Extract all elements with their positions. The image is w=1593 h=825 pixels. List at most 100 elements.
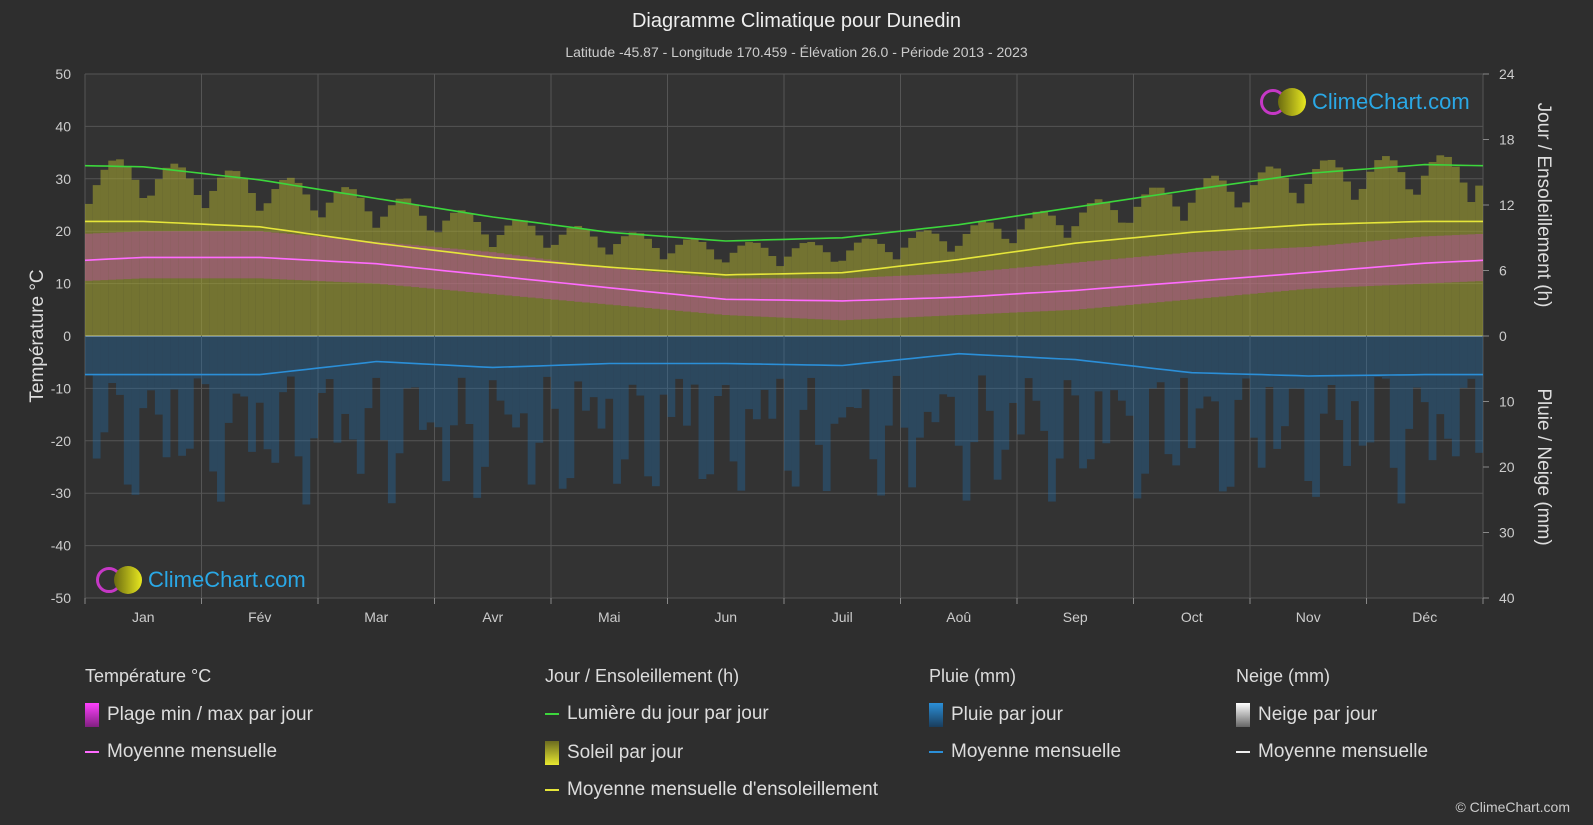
temp-range-bar (1389, 239, 1398, 285)
rain-bar (1413, 336, 1421, 388)
x-tick-label: Fév (248, 609, 271, 625)
sun-bar (760, 247, 769, 336)
y-left-tick-label: 10 (55, 276, 71, 292)
sun-bar (1172, 206, 1181, 336)
temp-range-bar (978, 271, 986, 314)
temp-range-bar (1420, 236, 1429, 284)
temp-range-bar (1366, 241, 1375, 287)
rain-bar (519, 336, 528, 414)
sun-bar (799, 243, 808, 336)
temp-range-bar (294, 234, 303, 281)
sun-bar (877, 243, 885, 336)
sun-bar (1327, 159, 1336, 336)
sun-bar (302, 194, 311, 336)
y-right-bottom-axis-title: Pluie / Neige (mm) (1533, 388, 1554, 545)
sun-bar (939, 241, 948, 336)
rain-bar (1133, 336, 1142, 499)
sun-bar (380, 216, 388, 336)
rain-bar (512, 336, 520, 428)
y-right-tick-label: 6 (1499, 263, 1507, 279)
sun-bar (908, 237, 917, 336)
y-left-tick-label: -30 (51, 485, 71, 501)
sun-bar (1304, 183, 1313, 336)
temp-range-bar (1102, 259, 1111, 308)
sun-bar (791, 248, 800, 336)
sun-bar (147, 195, 155, 336)
sun-bar (931, 233, 940, 336)
rain-bar (255, 336, 264, 403)
x-tick-label: Avr (482, 609, 503, 625)
sun-bar (737, 245, 746, 336)
temp-range-bar (675, 274, 684, 311)
y-left-tick-label: -50 (51, 590, 71, 606)
legend-rain-mean: Moyenne mensuelle (929, 741, 1121, 763)
sun-bar (286, 177, 295, 336)
sun-bar (675, 244, 684, 336)
sun-bar (473, 221, 482, 336)
rain-bar (923, 336, 932, 412)
sun-mean-line-icon (545, 788, 559, 791)
sun-bar (1048, 215, 1056, 336)
sun-bar (1040, 210, 1049, 336)
temp-range-bar (139, 231, 148, 279)
temp-range-bar (1327, 244, 1336, 288)
y-right-tick-label: 10 (1499, 394, 1515, 410)
temp-range-bar (667, 273, 676, 311)
temp-range-bar (690, 275, 699, 313)
rain-bar (1265, 336, 1274, 387)
legend-sun-head: Jour / Ensoleillement (h) (545, 666, 740, 686)
temp-range-bar (232, 231, 241, 279)
temp-range-bar (651, 272, 660, 309)
rain-bar (721, 336, 730, 386)
temp-range-bar (442, 247, 451, 290)
rain-bar (1312, 336, 1320, 497)
rain-bar (1094, 336, 1103, 392)
sun-bar (1149, 187, 1157, 336)
sun-bar (496, 235, 505, 336)
sun-bar (92, 185, 101, 336)
temp-range-bar (131, 231, 140, 279)
rain-mean-line-icon (929, 750, 943, 753)
temp-range-bar (822, 278, 831, 320)
rain-bar (714, 336, 722, 397)
rain-bar (271, 336, 280, 463)
rain-bar (178, 336, 186, 456)
temp-range-bar (799, 278, 808, 319)
rain-bar (294, 336, 303, 457)
sun-bar (683, 239, 691, 336)
sun-bar (333, 191, 342, 336)
rain-bar (240, 336, 249, 397)
rain-bar (853, 336, 862, 409)
temp-range-swatch-icon (85, 703, 99, 727)
temp-range-bar (1032, 266, 1041, 312)
sun-bar (1017, 229, 1025, 336)
rain-bar (325, 336, 334, 380)
temp-range-bar (116, 232, 124, 280)
temp-range-bar (185, 231, 194, 279)
logo-bottom[interactable]: ClimeChart.com (96, 566, 306, 594)
y-right-tick-label: 24 (1499, 66, 1515, 82)
rain-bar (1009, 336, 1017, 403)
temp-range-bar (1405, 237, 1414, 285)
sun-bar (962, 233, 971, 336)
sun-bar (698, 242, 707, 336)
rain-bar (1405, 336, 1414, 429)
sun-swatch-icon (545, 741, 559, 765)
snow-swatch-icon (1236, 703, 1250, 727)
temp-range-bar (310, 236, 318, 281)
temp-range-bar (147, 231, 155, 279)
temp-range-bar (535, 258, 544, 299)
rain-bar (807, 336, 816, 378)
sun-bar (1187, 202, 1196, 336)
sun-bar (1273, 168, 1282, 336)
rain-bar (1366, 336, 1375, 443)
temp-range-bar (620, 269, 629, 306)
rain-bar (838, 336, 847, 418)
snow-mean-line-icon (1236, 750, 1250, 753)
temp-range-bar (962, 272, 971, 315)
temp-range-bar (162, 231, 171, 279)
rain-bar (209, 336, 218, 472)
logo-top[interactable]: ClimeChart.com (1260, 88, 1470, 116)
temp-range-bar (1110, 259, 1118, 307)
temp-range-bar (1281, 247, 1289, 291)
